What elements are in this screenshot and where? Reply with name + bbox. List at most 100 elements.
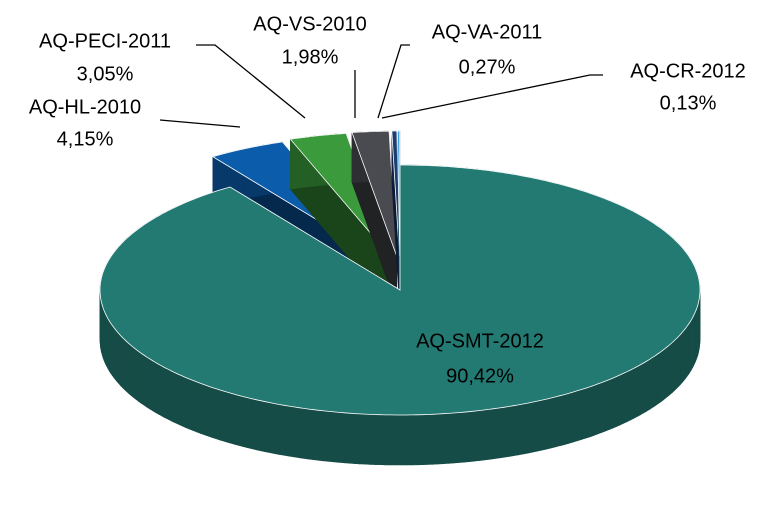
slice-side: [229, 392, 234, 445]
slice-side: [671, 339, 675, 394]
slice-side: [212, 387, 217, 440]
slice-side: [152, 359, 156, 413]
slice-label: AQ-HL-2010: [29, 96, 141, 118]
slice-side: [597, 382, 602, 435]
slice-side: [421, 414, 428, 466]
slice-side: [532, 400, 538, 453]
slice-side: [178, 373, 183, 427]
slice-side: [518, 403, 524, 456]
slice-side: [288, 405, 295, 458]
slice-top: [289, 132, 392, 258]
slice-side: [143, 354, 147, 408]
slice-side: [657, 351, 661, 405]
slice-side: [293, 406, 300, 459]
slice-label: AQ-SMT-2012: [416, 330, 544, 352]
slices: [99, 130, 701, 466]
leader-lines: [159, 44, 603, 128]
slice-side: [651, 355, 656, 409]
slice-side: [328, 411, 335, 463]
slice-side: [473, 410, 480, 462]
slice-side: [251, 398, 257, 451]
slice-side: [463, 411, 470, 463]
slice-side: [174, 372, 179, 425]
slice-side: [359, 413, 366, 465]
slice-side: [208, 385, 213, 439]
slice-side: [669, 341, 673, 396]
slice-side: [612, 376, 617, 429]
slice-side: [204, 384, 209, 437]
slice-side: [233, 393, 239, 446]
slice-side: [416, 414, 423, 466]
slice-side: [369, 414, 376, 465]
slice-side: [642, 360, 647, 414]
leader-line: [196, 44, 306, 119]
slice-side: [488, 408, 495, 460]
slice-side: [138, 350, 142, 404]
slice-side: [385, 414, 392, 466]
slice-side: [536, 399, 543, 452]
labels: AQ-SMT-2012 90,42% AQ-HL-2010 4,15% AQ-PECI-…: [29, 13, 746, 387]
slice-side: [411, 414, 418, 466]
slice-side: [468, 410, 475, 463]
slice-side: [242, 396, 248, 448]
slice-side: [605, 379, 610, 432]
slice-side: [453, 412, 459, 464]
slice-side: [158, 363, 162, 417]
slice-side: [124, 338, 127, 393]
slice-side: [576, 389, 582, 442]
slice-side: [630, 367, 635, 421]
slice-side: [246, 397, 252, 449]
slice-side: [126, 340, 130, 395]
slice-side: [128, 342, 132, 397]
slice-side: [458, 411, 465, 463]
slice-value-label: 3,05%: [77, 63, 134, 85]
slice-label: AQ-CR-2012: [630, 60, 746, 82]
slice-side: [508, 405, 514, 457]
slice-side: [667, 343, 671, 398]
slice-side: [662, 347, 666, 401]
slice-side: [255, 399, 261, 452]
slice-side: [380, 414, 387, 466]
slice-side: [589, 385, 595, 438]
slice-side: [264, 401, 271, 453]
slice-side: [298, 407, 305, 459]
slice-side: [648, 357, 653, 411]
slice-side: [279, 404, 285, 456]
slice-side: [559, 394, 565, 447]
slice: [99, 164, 701, 466]
slice-side: [546, 397, 552, 450]
slice-side: [503, 406, 510, 458]
slice-side: [608, 377, 614, 431]
slice-side: [564, 393, 570, 445]
slice-side: [171, 370, 176, 424]
slice-side: [343, 412, 350, 464]
slice-side: [401, 414, 407, 466]
slice-side: [155, 361, 159, 415]
slice-side: [522, 402, 529, 455]
slice-side: [374, 414, 381, 466]
slice-side: [447, 412, 454, 464]
slice-value-label: 90,42%: [446, 365, 514, 387]
slice-side: [513, 404, 519, 457]
slice-value-label: 0,27%: [459, 56, 516, 78]
slice-side: [550, 396, 556, 449]
slice-side: [674, 337, 677, 392]
leader-line: [159, 119, 241, 128]
slice-side: [483, 409, 490, 461]
slice-side: [659, 349, 664, 403]
slice-side: [196, 381, 201, 434]
slice-side: [654, 353, 658, 407]
slice-value-label: 0,13%: [660, 92, 717, 114]
slice-side: [633, 366, 638, 419]
slice-side: [181, 375, 186, 428]
slice-side: [313, 409, 320, 461]
slice-side: [593, 383, 598, 436]
slice-side: [572, 390, 578, 443]
slice-label: AQ-VS-2010: [253, 13, 366, 35]
slice-side: [623, 371, 628, 424]
slice-side: [364, 413, 371, 465]
slice-value-label: 4,15%: [57, 128, 114, 150]
slice-side: [527, 401, 533, 454]
slice-side: [432, 413, 439, 465]
